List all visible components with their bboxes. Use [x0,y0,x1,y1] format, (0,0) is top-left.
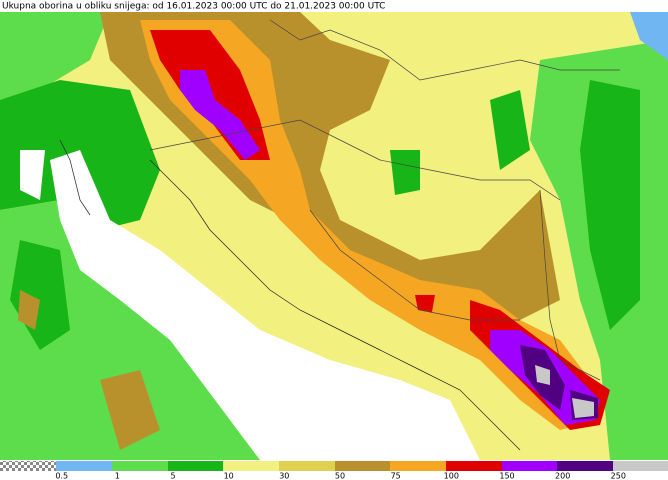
legend-label: 10 [224,472,234,480]
legend-swatch [56,461,112,471]
legend-swatch [279,461,335,471]
precipitation-map [0,12,668,460]
legend-label: 1 [115,472,120,480]
legend-swatch [502,461,557,471]
legend-label: 50 [335,472,345,480]
legend-label: 200 [555,472,570,480]
legend-label: 0.5 [55,472,68,480]
legend-label: 5 [170,472,175,480]
title-bar [0,0,668,12]
map-title: Ukupna oborina u obliku snijega: od 16.0… [2,2,385,12]
legend-label: 250 [611,472,626,480]
legend-swatch [335,461,390,471]
legend-swatch [557,461,613,471]
legend-swatch [613,461,668,471]
legend-label: 75 [391,472,401,480]
legend-swatch [446,461,502,471]
legend-label: 100 [444,472,459,480]
legend-swatch [223,461,279,471]
legend-swatch [168,461,223,471]
legend-label: 150 [499,472,514,480]
legend-swatch [112,461,168,471]
legend [0,461,668,471]
legend-swatch [390,461,446,471]
legend-label: 30 [279,472,289,480]
legend-swatch [0,461,56,471]
